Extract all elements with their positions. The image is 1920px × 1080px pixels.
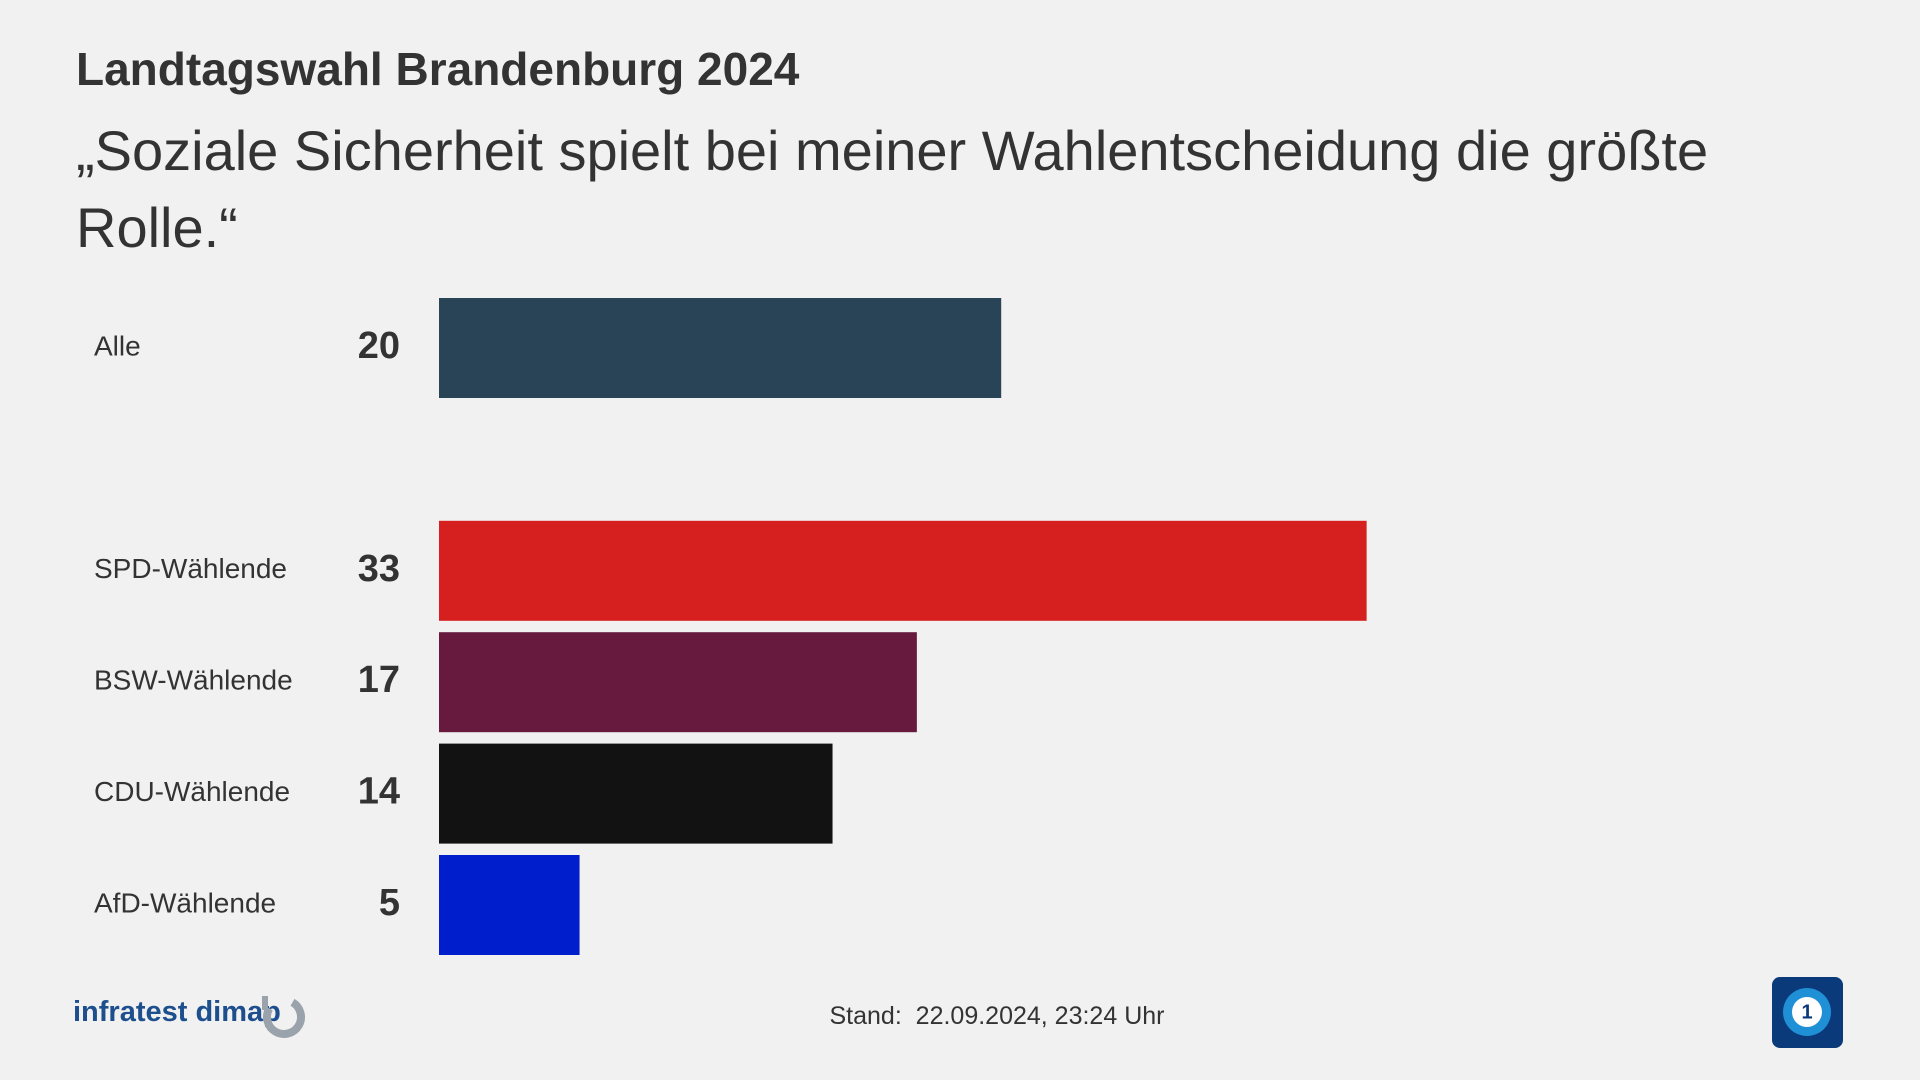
- chart-subtitle: „Soziale Sicherheit spielt bei meiner Wa…: [76, 119, 1709, 259]
- source-label: infratest dimap: [73, 996, 281, 1028]
- bar: [439, 743, 833, 844]
- value-label: 33: [358, 548, 400, 590]
- category-label: BSW-Wählende: [94, 665, 293, 696]
- category-label: SPD-Wählende: [94, 553, 287, 584]
- category-label: AfD-Wählende: [94, 887, 276, 918]
- value-label: 14: [358, 771, 400, 813]
- value-label: 5: [379, 882, 400, 924]
- category-label: CDU-Wählende: [94, 776, 290, 807]
- value-label: 20: [358, 325, 400, 367]
- footnote: Stand: 22.09.2024, 23:24 Uhr: [829, 1002, 1165, 1030]
- bar: [439, 520, 1367, 621]
- bar: [439, 298, 1002, 398]
- bar: [439, 855, 580, 955]
- category-label: Alle: [94, 330, 141, 361]
- value-label: 17: [358, 659, 400, 701]
- bar: [439, 632, 917, 733]
- chart-title: Landtagswahl Brandenburg 2024: [76, 43, 800, 95]
